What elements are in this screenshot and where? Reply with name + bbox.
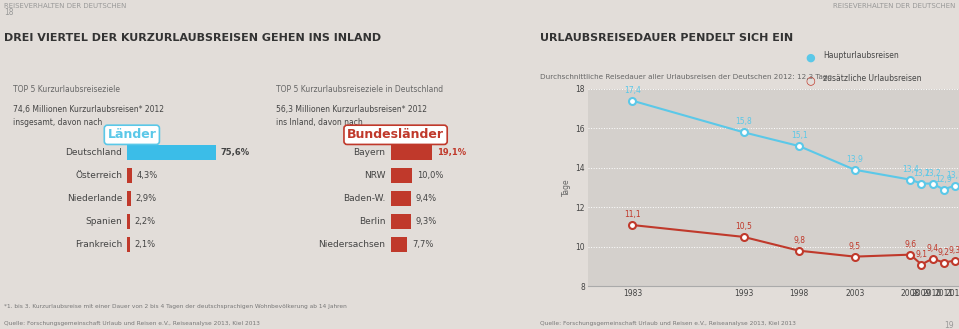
Bar	[390, 191, 410, 206]
Text: Länder: Länder	[107, 128, 156, 141]
Bar	[128, 168, 132, 183]
Text: Deutschland: Deutschland	[65, 148, 123, 157]
Text: 9,2: 9,2	[938, 248, 949, 257]
Text: REISEVERHALTEN DER DEUTSCHEN: REISEVERHALTEN DER DEUTSCHEN	[4, 3, 127, 9]
Text: 17,4: 17,4	[624, 86, 641, 95]
Text: Niederlande: Niederlande	[67, 194, 123, 203]
Text: zusätzliche Urlaubsreisen: zusätzliche Urlaubsreisen	[823, 74, 922, 83]
Text: NRW: NRW	[363, 171, 386, 180]
Text: 9,1: 9,1	[916, 250, 927, 259]
Bar	[128, 214, 129, 229]
Text: ○: ○	[806, 76, 815, 86]
Text: 9,5: 9,5	[849, 242, 861, 251]
Text: Quelle: Forschungsgemeinschaft Urlaub und Reisen e.V., Reiseanalyse 2013, Kiel 2: Quelle: Forschungsgemeinschaft Urlaub un…	[4, 321, 260, 326]
Bar	[390, 214, 410, 229]
Text: Quelle: Forschungsgemeinschaft Urlaub und Reisen e.V., Reiseanalyse 2013, Kiel 2: Quelle: Forschungsgemeinschaft Urlaub un…	[540, 321, 796, 326]
Text: 75,6%: 75,6%	[221, 148, 249, 157]
Text: 2,2%: 2,2%	[134, 217, 155, 226]
Text: Durchschnittliche Reisedauer aller Urlaubsreisen der Deutschen 2012: 12,3 Tage: Durchschnittliche Reisedauer aller Urlau…	[540, 74, 831, 80]
Text: 15,1: 15,1	[791, 131, 807, 140]
Text: Bundesländer: Bundesländer	[347, 128, 444, 141]
Text: ●: ●	[806, 53, 815, 63]
Text: 2,1%: 2,1%	[134, 240, 155, 249]
Text: 15,8: 15,8	[736, 117, 752, 126]
Text: Spanien: Spanien	[85, 217, 123, 226]
Bar	[390, 145, 432, 160]
Text: 9,4%: 9,4%	[416, 194, 437, 203]
Text: 56,3 Millionen Kurzurlaubsreisen* 2012
ins Inland, davon nach: 56,3 Millionen Kurzurlaubsreisen* 2012 i…	[275, 105, 427, 127]
Text: 9,4: 9,4	[926, 244, 939, 253]
Bar	[128, 191, 130, 206]
Text: 9,3%: 9,3%	[415, 217, 437, 226]
Text: Bayern: Bayern	[354, 148, 386, 157]
Text: URLAUBSREISEDAUER PENDELT SICH EIN: URLAUBSREISEDAUER PENDELT SICH EIN	[540, 33, 793, 43]
Bar	[128, 237, 129, 252]
Text: Niedersachsen: Niedersachsen	[318, 240, 386, 249]
Text: TOP 5 Kurzurlaubsreiseziele: TOP 5 Kurzurlaubsreiseziele	[13, 86, 121, 94]
Y-axis label: Tage: Tage	[562, 179, 572, 196]
Text: 13,2: 13,2	[924, 169, 941, 178]
Text: 2,9%: 2,9%	[135, 194, 156, 203]
Text: 9,6: 9,6	[904, 240, 917, 249]
Text: 11,1: 11,1	[624, 210, 641, 219]
Text: 19,1%: 19,1%	[437, 148, 466, 157]
Text: 10,5: 10,5	[736, 222, 752, 231]
Text: *1. bis 3. Kurzurlaubsreise mit einer Dauer von 2 bis 4 Tagen der deutschsprachi: *1. bis 3. Kurzurlaubsreise mit einer Da…	[4, 304, 346, 309]
Text: 19: 19	[945, 321, 954, 329]
Text: Haupturlaubsreisen: Haupturlaubsreisen	[823, 51, 899, 60]
Text: 10,0%: 10,0%	[417, 171, 444, 180]
Text: 13,1: 13,1	[947, 171, 959, 180]
Text: 9,8: 9,8	[793, 236, 806, 245]
Text: TOP 5 Kurzurlaubsreiseziele in Deutschland: TOP 5 Kurzurlaubsreiseziele in Deutschla…	[275, 86, 443, 94]
Text: 13,2: 13,2	[913, 169, 930, 178]
Text: 13,9: 13,9	[846, 155, 863, 164]
Text: 18: 18	[4, 8, 13, 17]
Text: REISEVERHALTEN DER DEUTSCHEN: REISEVERHALTEN DER DEUTSCHEN	[832, 3, 955, 9]
Bar	[390, 237, 408, 252]
Text: Österreich: Österreich	[76, 171, 123, 180]
Bar	[128, 145, 216, 160]
Text: 12,9: 12,9	[935, 175, 952, 184]
Text: 7,7%: 7,7%	[412, 240, 433, 249]
Bar	[390, 168, 412, 183]
Text: Baden-W.: Baden-W.	[343, 194, 386, 203]
Text: Frankreich: Frankreich	[75, 240, 123, 249]
Text: Berlin: Berlin	[359, 217, 386, 226]
Text: DREI VIERTEL DER KURZURLAUBSREISEN GEHEN INS INLAND: DREI VIERTEL DER KURZURLAUBSREISEN GEHEN…	[4, 33, 381, 43]
Text: 4,3%: 4,3%	[137, 171, 158, 180]
Text: 13,4: 13,4	[901, 165, 919, 174]
Text: 9,3: 9,3	[948, 246, 959, 255]
Text: 74,6 Millionen Kurzurlaubsreisen* 2012
insgesamt, davon nach: 74,6 Millionen Kurzurlaubsreisen* 2012 i…	[13, 105, 164, 127]
